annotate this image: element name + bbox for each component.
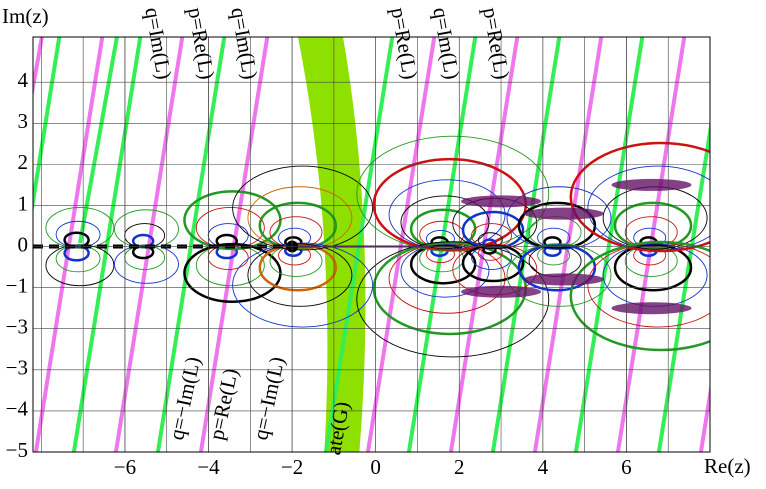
curve [247, 243, 353, 307]
fractal-blob [523, 273, 604, 286]
y-tick-label: 1 [18, 191, 29, 215]
curve [195, 207, 265, 249]
slanted-line [532, 37, 604, 452]
y-tick-label: −5 [6, 438, 28, 462]
y-tick-label: −1 [6, 273, 28, 297]
curve [569, 240, 710, 352]
slanted-line [33, 37, 44, 99]
x-tick-label: 0 [370, 455, 381, 479]
curve [528, 216, 582, 249]
y-tick-label: −3 [6, 315, 28, 339]
annotation: p=Re(L) [478, 6, 514, 82]
fractal-blob [611, 302, 692, 315]
curve [55, 245, 101, 273]
y-tick-label: 2 [18, 150, 29, 174]
annotation: q=−Im(L) [248, 355, 289, 442]
y-axis-label: Im(z) [2, 4, 49, 28]
y-tick-label: −3 [6, 356, 28, 380]
fractal-blob [523, 207, 604, 220]
x-tick-label: −4 [197, 455, 220, 479]
x-tick-label: 6 [621, 455, 632, 479]
slanted-line [656, 119, 710, 452]
curve [517, 201, 597, 250]
curve [63, 244, 90, 262]
curve [114, 209, 179, 249]
curve [356, 135, 550, 252]
curve [506, 243, 612, 307]
slanted-line [448, 37, 520, 452]
y-tick-label: −4 [6, 397, 29, 421]
curve [131, 244, 155, 260]
curve [232, 242, 374, 328]
curve [400, 195, 490, 250]
y-tick-label: 3 [18, 109, 29, 133]
plot-curves [33, 37, 710, 452]
curve [517, 243, 597, 292]
curve [400, 243, 490, 298]
curve [356, 241, 550, 358]
slanted-line [33, 37, 62, 215]
curve [232, 165, 374, 251]
curve [506, 186, 612, 250]
curve [45, 244, 115, 287]
y-tick-label: 0 [18, 232, 29, 256]
curve [569, 141, 710, 253]
annotation: q=Im(L) [226, 6, 262, 82]
curve [613, 201, 693, 250]
curve [461, 210, 525, 250]
curve [258, 201, 338, 250]
curve [258, 243, 338, 292]
y-tick-label: 4 [18, 68, 29, 92]
fractal-blob [611, 178, 692, 191]
x-tick-label: 4 [538, 455, 549, 479]
x-tick-label: −2 [281, 455, 303, 479]
x-tick-label: 2 [454, 455, 465, 479]
curve [613, 243, 693, 292]
plot-frame [32, 36, 711, 453]
curve [528, 244, 582, 277]
grid [33, 37, 711, 453]
curve [247, 186, 353, 250]
green-band [298, 37, 366, 452]
curve [461, 243, 525, 283]
slanted-line [78, 37, 119, 244]
annotation: p=Re(L) [183, 6, 219, 82]
curve [55, 220, 101, 249]
x-tick-label: −6 [114, 455, 136, 479]
annotation: q=Im(L) [140, 6, 176, 82]
x-axis-label: Re(z) [704, 454, 751, 478]
curve [45, 207, 115, 249]
